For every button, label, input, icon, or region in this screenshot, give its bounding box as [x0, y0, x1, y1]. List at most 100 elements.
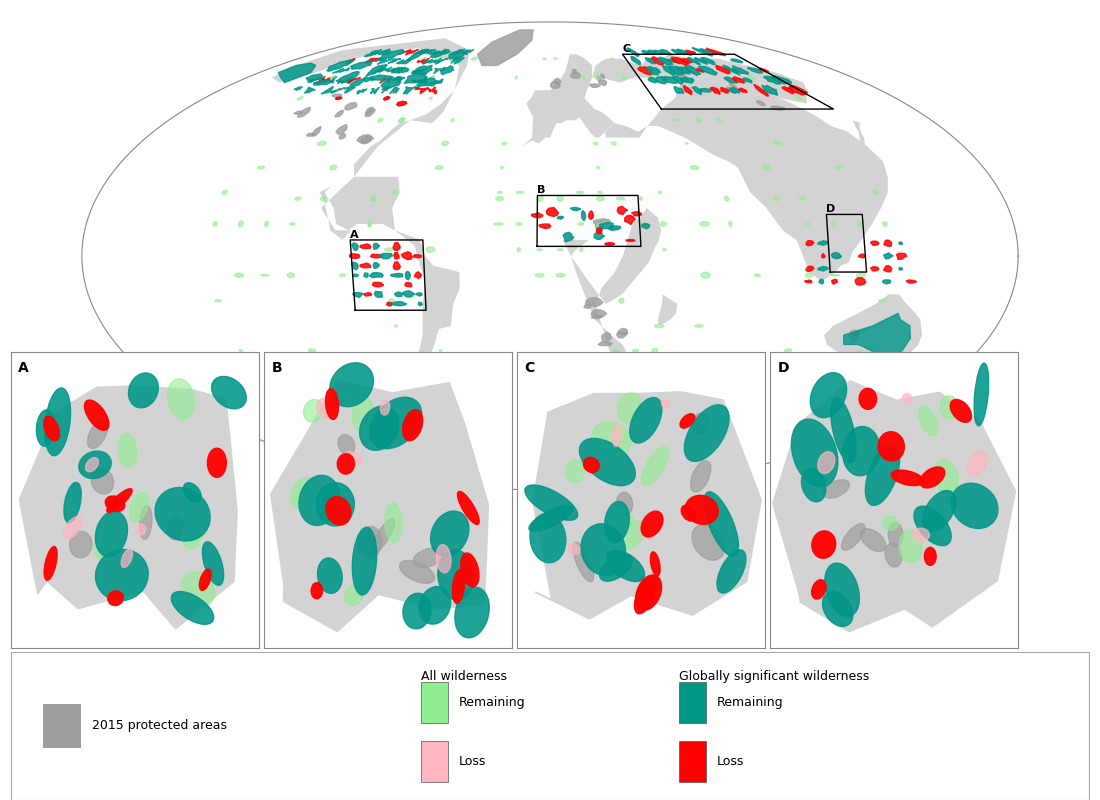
Polygon shape [393, 262, 400, 270]
Polygon shape [757, 101, 764, 106]
Polygon shape [390, 68, 408, 73]
Ellipse shape [167, 379, 195, 419]
Bar [43, 704, 81, 748]
Polygon shape [570, 207, 581, 210]
Polygon shape [336, 110, 343, 117]
Ellipse shape [650, 552, 660, 576]
Ellipse shape [950, 399, 971, 422]
Polygon shape [451, 118, 454, 122]
Polygon shape [397, 102, 407, 106]
Ellipse shape [606, 550, 645, 582]
Polygon shape [381, 77, 403, 88]
Polygon shape [471, 57, 477, 60]
Polygon shape [394, 253, 399, 259]
Ellipse shape [91, 468, 113, 494]
Polygon shape [402, 252, 411, 260]
Polygon shape [729, 83, 737, 89]
Polygon shape [411, 69, 426, 74]
Polygon shape [671, 50, 685, 54]
Polygon shape [597, 76, 601, 81]
Polygon shape [344, 75, 352, 79]
Polygon shape [918, 362, 949, 392]
Polygon shape [763, 165, 770, 170]
Polygon shape [340, 274, 345, 277]
Ellipse shape [326, 497, 351, 525]
Polygon shape [503, 142, 507, 145]
Polygon shape [805, 273, 813, 278]
Polygon shape [598, 342, 613, 346]
Polygon shape [426, 247, 436, 252]
Ellipse shape [934, 460, 958, 494]
Polygon shape [824, 294, 922, 374]
Polygon shape [422, 50, 436, 54]
Ellipse shape [136, 524, 145, 535]
Polygon shape [857, 273, 866, 278]
Polygon shape [356, 134, 374, 142]
Polygon shape [440, 50, 451, 54]
Polygon shape [658, 294, 678, 326]
Polygon shape [674, 86, 684, 94]
Ellipse shape [461, 553, 478, 587]
Ellipse shape [636, 575, 661, 610]
Bar [680, 741, 706, 782]
Polygon shape [417, 58, 430, 64]
Ellipse shape [629, 398, 662, 443]
Ellipse shape [823, 480, 849, 498]
Polygon shape [774, 197, 780, 201]
Polygon shape [379, 50, 406, 59]
Polygon shape [517, 247, 520, 252]
Polygon shape [554, 78, 561, 85]
Polygon shape [883, 253, 893, 259]
Text: D: D [778, 361, 789, 375]
Ellipse shape [886, 543, 902, 567]
Ellipse shape [842, 523, 865, 550]
Polygon shape [320, 197, 326, 201]
Ellipse shape [691, 461, 711, 492]
Polygon shape [213, 222, 218, 226]
Polygon shape [594, 231, 605, 239]
Polygon shape [363, 78, 375, 82]
Ellipse shape [344, 585, 363, 606]
Ellipse shape [525, 485, 578, 520]
Polygon shape [222, 190, 227, 194]
Polygon shape [720, 88, 729, 93]
Ellipse shape [825, 563, 859, 616]
Ellipse shape [878, 432, 904, 461]
Polygon shape [724, 196, 729, 201]
Polygon shape [339, 134, 345, 139]
Polygon shape [352, 262, 359, 270]
Ellipse shape [613, 425, 621, 446]
Ellipse shape [592, 422, 631, 457]
Polygon shape [554, 58, 558, 59]
Polygon shape [641, 223, 650, 229]
Polygon shape [294, 86, 302, 90]
Polygon shape [858, 254, 866, 258]
Ellipse shape [569, 543, 580, 554]
Ellipse shape [106, 496, 124, 511]
Polygon shape [214, 300, 221, 302]
Polygon shape [396, 59, 411, 64]
Polygon shape [371, 87, 380, 94]
Text: C: C [623, 44, 630, 54]
Polygon shape [638, 66, 652, 75]
Polygon shape [676, 50, 691, 55]
Polygon shape [477, 30, 534, 66]
Ellipse shape [430, 511, 469, 556]
Ellipse shape [583, 458, 600, 473]
Polygon shape [738, 88, 747, 92]
Ellipse shape [118, 434, 136, 467]
Polygon shape [796, 96, 803, 100]
Polygon shape [822, 254, 825, 258]
Polygon shape [899, 268, 903, 270]
Polygon shape [855, 278, 866, 285]
Ellipse shape [891, 470, 924, 486]
Ellipse shape [530, 514, 565, 562]
Polygon shape [640, 223, 645, 225]
Ellipse shape [338, 454, 354, 474]
Polygon shape [371, 196, 376, 201]
Ellipse shape [580, 438, 636, 486]
Polygon shape [673, 58, 679, 60]
Polygon shape [420, 77, 427, 83]
Polygon shape [439, 350, 442, 351]
Polygon shape [430, 76, 434, 79]
